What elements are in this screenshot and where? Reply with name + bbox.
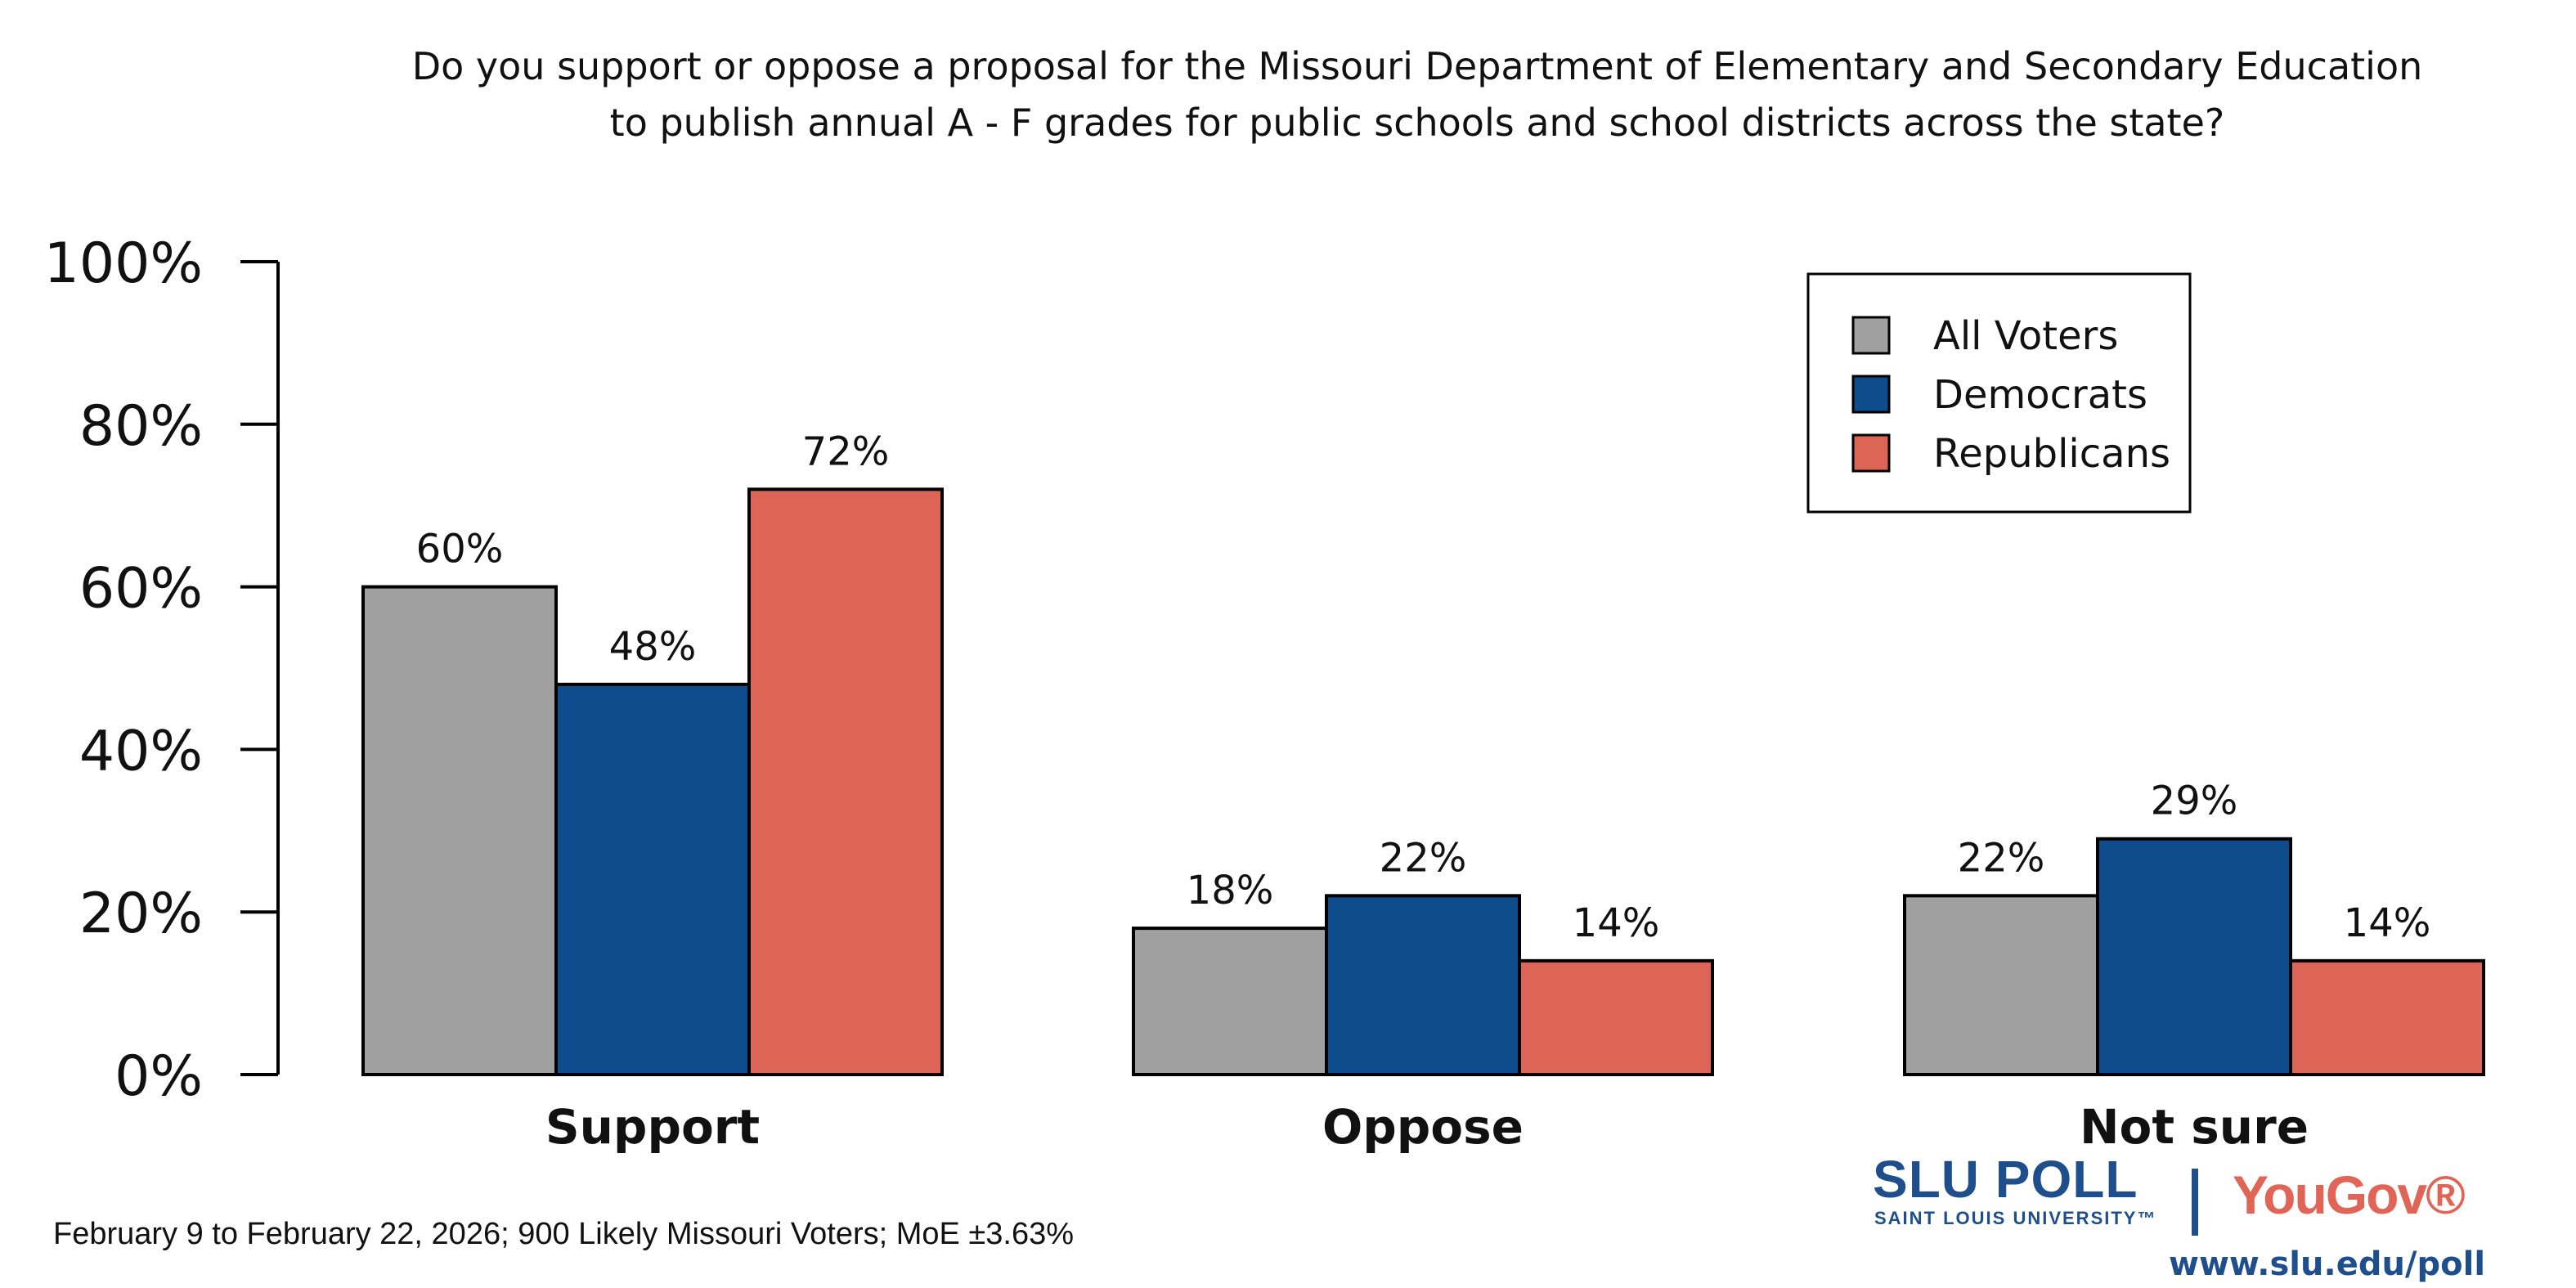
legend-label: All Voters — [1933, 313, 2118, 359]
bar-value-label: 14% — [1573, 900, 1660, 946]
legend-swatch — [1851, 375, 1891, 414]
yougov-logo-text: YouGov® — [2233, 1165, 2466, 1225]
legend-label: Republicans — [1933, 431, 2170, 477]
bar-not-sure-all-voters — [1903, 894, 2099, 1076]
bar-value-label: 72% — [802, 429, 890, 474]
slu-yougov-logo[interactable]: SLU POLL SAINT LOUIS UNIVERSITY™ YouGov®… — [1873, 1149, 2494, 1288]
y-tick-label: 60% — [79, 557, 203, 622]
y-tick-label: 80% — [79, 394, 203, 459]
bar-value-label: 29% — [2151, 779, 2238, 824]
bar-value-label: 48% — [609, 624, 697, 670]
y-tick-label: 0% — [114, 1044, 203, 1109]
bar-value-label: 14% — [2344, 900, 2431, 946]
x-category-label: Not sure — [2080, 1099, 2309, 1155]
slu-poll-logo-text: SLU POLL — [1873, 1150, 2138, 1209]
legend-label: Democrats — [1933, 372, 2147, 418]
bar-oppose-democrats — [1325, 894, 1521, 1076]
bar-oppose-republicans — [1518, 958, 1714, 1076]
bar-not-sure-democrats — [2096, 837, 2292, 1076]
x-category-label: Support — [545, 1099, 760, 1155]
y-tick-label: 20% — [79, 882, 203, 946]
bar-oppose-all-voters — [1132, 927, 1328, 1076]
bar-support-republicans — [747, 487, 944, 1076]
footnote: February 9 to February 22, 2026; 900 Lik… — [53, 1217, 1075, 1251]
logo-divider — [2192, 1169, 2198, 1236]
legend-swatch — [1851, 316, 1891, 355]
bar-support-all-voters — [361, 585, 558, 1076]
bar-support-democrats — [554, 682, 751, 1076]
x-category-label: Oppose — [1322, 1099, 1524, 1155]
bar-value-label: 18% — [1187, 868, 1274, 913]
y-tick-label: 40% — [79, 719, 203, 783]
y-axis: 0% 20% 40% 60% 80% 100% — [44, 231, 280, 1109]
slu-university-text: SAINT LOUIS UNIVERSITY™ — [1874, 1208, 2157, 1228]
bar-value-label: 22% — [1380, 835, 1467, 881]
bar-not-sure-republicans — [2289, 958, 2485, 1076]
poll-url-link[interactable]: www.slu.edu/poll — [2169, 1245, 2486, 1283]
legend: All Voters Democrats Republicans — [1806, 272, 2192, 514]
bar-value-label: 22% — [1958, 835, 2045, 881]
y-tick-label: 100% — [44, 231, 203, 296]
chart-title-line-2: to publish annual A - F grades for publi… — [610, 101, 2225, 145]
chart-title-line-1: Do you support or oppose a proposal for … — [412, 44, 2423, 88]
legend-swatch — [1851, 433, 1891, 473]
bars: 60% 48% 72% Support 18% 22% 14% Oppose 22% 29% 14%… — [361, 429, 2485, 1155]
bar-value-label: 60% — [416, 527, 504, 572]
